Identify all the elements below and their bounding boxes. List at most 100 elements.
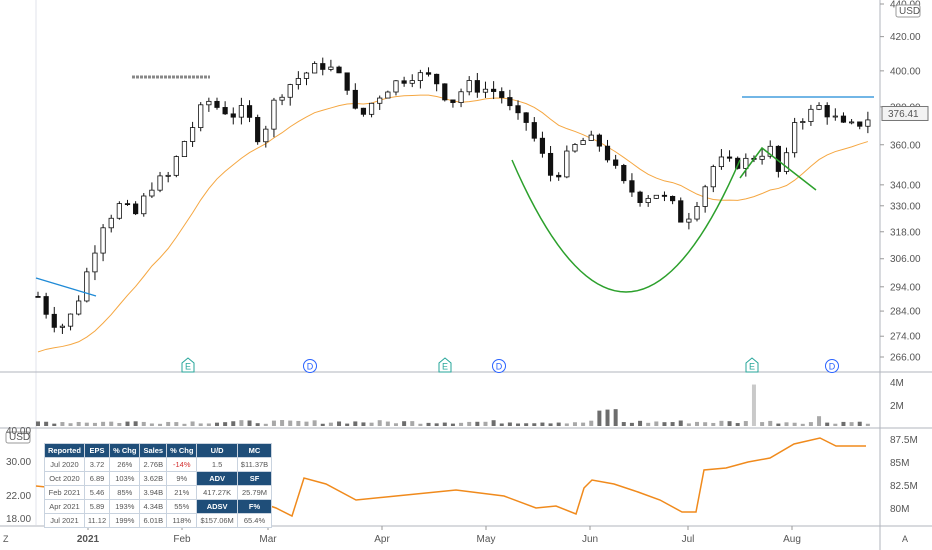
candle-body [189, 127, 196, 142]
candle-body [523, 112, 529, 123]
volume-bar [735, 423, 740, 426]
candle-body [596, 134, 602, 147]
event-marker-label: D [307, 362, 314, 372]
volume-bar [686, 423, 691, 426]
time-label-5: Jun [582, 534, 598, 545]
candle-body [303, 72, 310, 79]
volume-bar [263, 423, 268, 426]
time-label-3: Apr [374, 534, 390, 545]
header-reported: Reported [44, 443, 85, 458]
fundamentals-cell: 11.12 [83, 513, 111, 528]
corner-label-left[interactable]: Z [3, 534, 9, 544]
event-marker-label: E [442, 362, 448, 372]
volume-bar [572, 422, 577, 426]
candle-body [637, 191, 643, 203]
volume-bar [581, 422, 586, 426]
currency-box [895, 4, 921, 18]
candle-body [230, 113, 236, 118]
candle-body [442, 83, 448, 101]
volume-bar [353, 421, 358, 426]
volume-bar [491, 420, 496, 426]
volume-bar [865, 423, 870, 426]
candle-body [108, 217, 114, 229]
fundamentals-cell: F% [236, 499, 273, 514]
volume-bar [857, 421, 862, 426]
candle-body [832, 115, 838, 118]
candle-body [824, 105, 830, 118]
header-mc: MC [236, 443, 273, 458]
candle-body [238, 105, 244, 118]
candle-body [735, 157, 741, 169]
candle-body [434, 73, 440, 85]
header-eps-chg: % Chg [109, 443, 141, 458]
candle-body [165, 174, 171, 177]
volume-bar [369, 422, 374, 426]
volume-bar [312, 420, 317, 426]
volume-bar [434, 423, 439, 426]
candle-body [564, 150, 570, 178]
candle-body [409, 80, 415, 84]
lower-left-tick: 22.00 [6, 491, 31, 502]
volume-bar [418, 423, 423, 426]
fundamentals-cell: ADV [196, 471, 238, 486]
candle-body [116, 203, 122, 219]
candle-body [645, 197, 651, 203]
volume-bar [426, 422, 431, 426]
volume-bar [833, 423, 838, 426]
volume-bar [133, 421, 138, 426]
fundamentals-cell: Apr 2021 [44, 499, 85, 514]
candle-body [206, 100, 212, 106]
volume-bar [711, 422, 716, 426]
candle-body [181, 141, 188, 157]
earnings-marker-icon [745, 357, 759, 373]
candle-body [792, 122, 798, 154]
volume-bar [564, 423, 569, 426]
corner-label-right[interactable]: A [902, 534, 909, 544]
header-sales-chg: % Chg [166, 443, 198, 458]
volume-bar [68, 423, 73, 426]
fundamentals-cell: 9% [166, 471, 198, 486]
candle-body [572, 144, 578, 152]
volume-bar [231, 421, 236, 426]
fundamentals-cell: 4.34B [139, 499, 168, 514]
time-label-7: Aug [783, 534, 801, 545]
candle-body [482, 88, 489, 93]
candle-body [507, 97, 513, 107]
volume-bar [255, 423, 260, 426]
candle-body [263, 128, 269, 143]
volume-bar [589, 420, 594, 426]
candle-body [556, 174, 562, 178]
volume-bar [304, 421, 309, 426]
fundamentals-row: Apr 2021 5.89 193% 4.34B 55% ADSV F% [44, 499, 273, 514]
candle-body [352, 89, 358, 109]
volume-bar [385, 421, 390, 426]
time-label-0: 2021 [77, 534, 100, 545]
candle-body [385, 91, 391, 99]
candle-body [67, 313, 74, 327]
candle-body [417, 72, 423, 82]
candle-body [710, 166, 716, 188]
volume-bar [540, 422, 545, 426]
fundamentals-cell: 55% [166, 499, 198, 514]
candle-body [515, 105, 521, 114]
fundamentals-cell: 3.94B [139, 485, 168, 500]
volume-bar [44, 421, 49, 426]
volume-bar [654, 421, 659, 426]
candle-body [393, 80, 399, 93]
fundamentals-cell: 26% [109, 457, 141, 472]
fundamentals-row: Feb 2021 5.46 85% 3.94B 21% 417.27K 25.79M [44, 485, 273, 500]
candle-body [702, 186, 708, 207]
volume-bar [442, 422, 447, 426]
volume-bar [548, 423, 553, 426]
volume-bar [605, 409, 610, 426]
volume-bar [475, 421, 480, 426]
volume-bar [678, 420, 683, 426]
header-sales: Sales [139, 443, 168, 458]
price-tick-label: 340.00 [890, 180, 921, 191]
lower-right-tick: 82.5M [890, 481, 918, 492]
candle-body [279, 96, 285, 101]
candle-body [848, 121, 855, 124]
candle-body [678, 200, 684, 223]
dividend-marker-icon [825, 359, 839, 373]
